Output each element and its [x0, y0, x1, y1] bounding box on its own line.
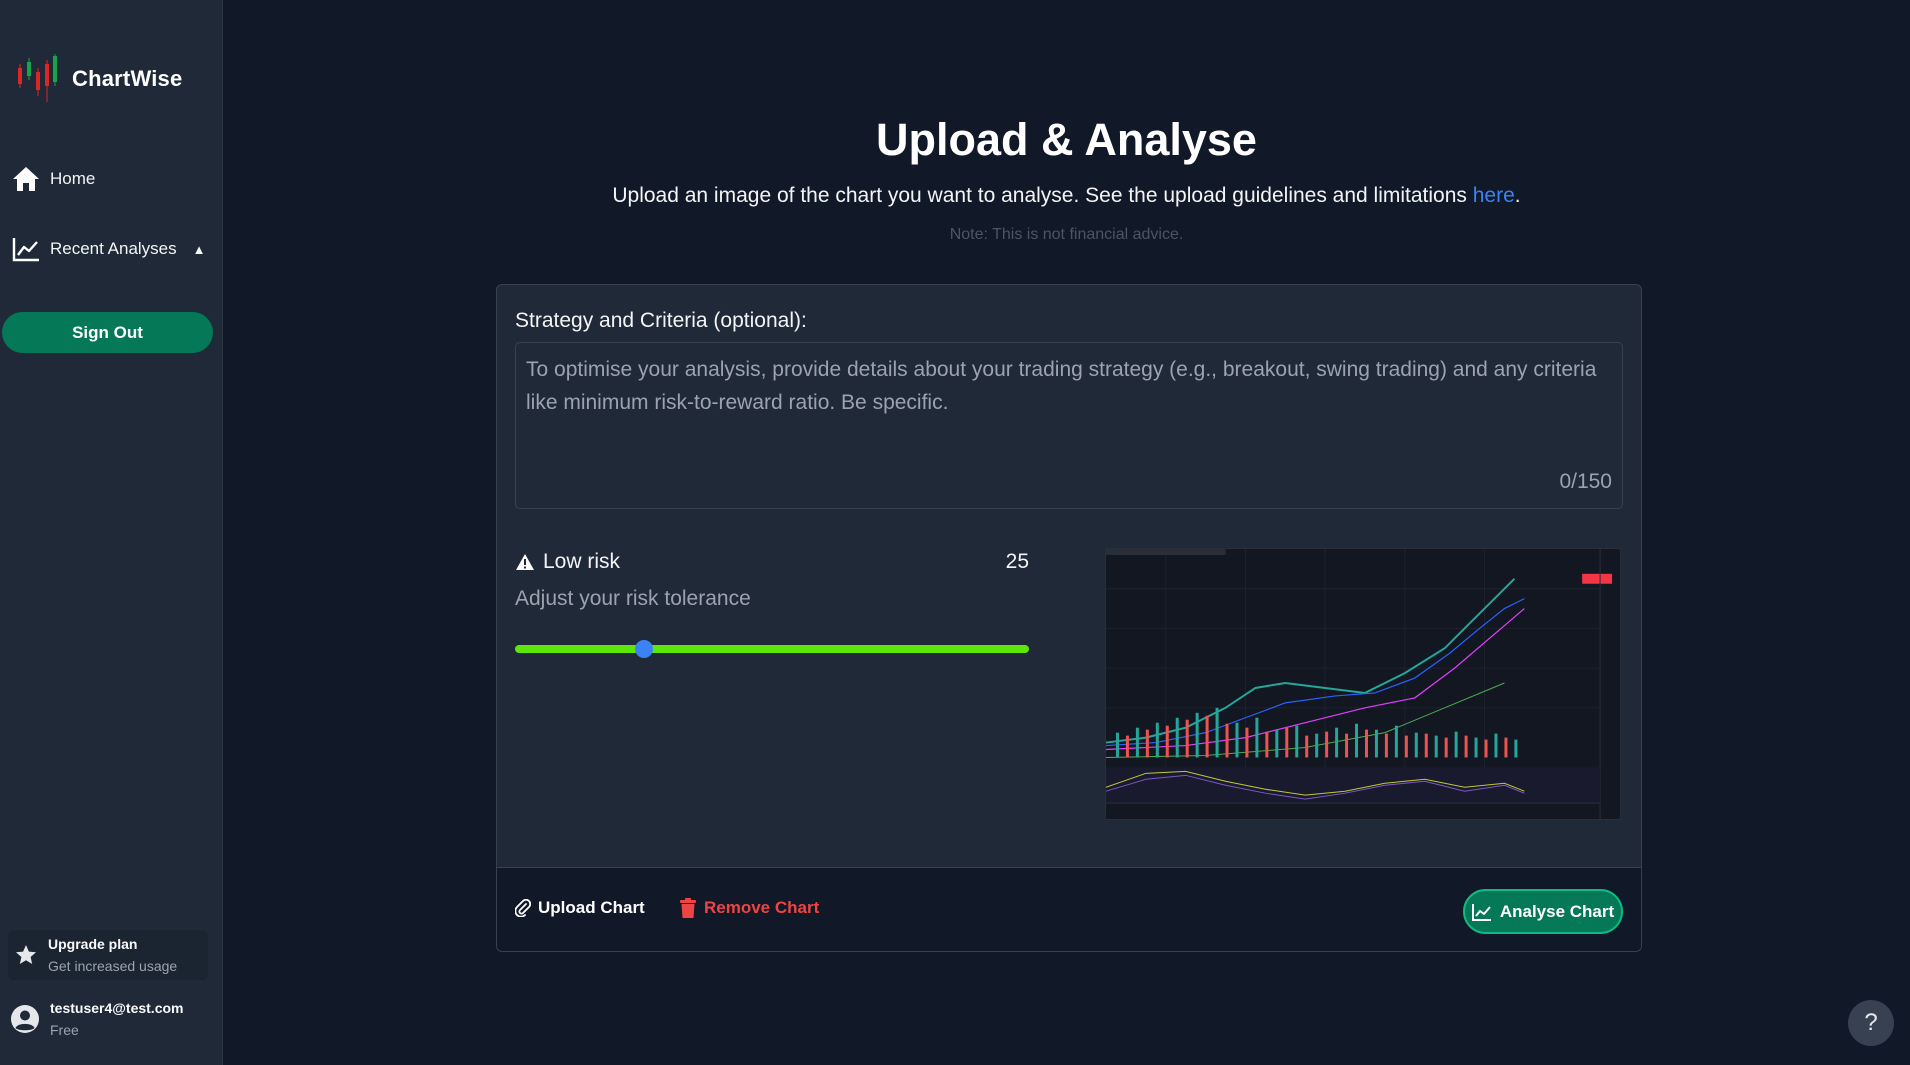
upload-chart-button[interactable]: Upload Chart	[515, 898, 645, 918]
chart-line-icon	[1471, 903, 1491, 921]
character-counter: 0/150	[1559, 470, 1612, 493]
user-account[interactable]: testuser4@test.com Free	[10, 1000, 183, 1038]
subtitle-end: .	[1514, 184, 1521, 207]
strategy-label: Strategy and Criteria (optional):	[515, 309, 807, 332]
card-footer: Upload Chart Remove Chart Analyse Chart	[497, 867, 1641, 951]
sidebar-item-home[interactable]: Home	[12, 166, 95, 192]
user-plan: Free	[50, 1022, 79, 1038]
remove-chart-button[interactable]: Remove Chart	[679, 898, 819, 918]
logo-icon	[18, 54, 57, 102]
sidebar-item-label: Recent Analyses	[50, 239, 177, 258]
analyse-chart-label: Analyse Chart	[1499, 901, 1615, 921]
chart-preview-image	[1105, 548, 1621, 820]
risk-slider-thumb[interactable]	[634, 640, 653, 658]
upgrade-text: Upgrade plan Get increased usage	[48, 936, 177, 974]
home-icon	[13, 167, 39, 191]
remove-chart-label: Remove Chart	[704, 898, 820, 917]
trash-icon	[680, 898, 696, 918]
user-text: testuser4@test.com Free	[50, 1000, 183, 1038]
sidebar-item-recent-analyses[interactable]: Recent Analyses ▲	[12, 236, 206, 262]
page-title: Upload & Analyse	[876, 114, 1257, 165]
strategy-field-wrapper: 0/150	[515, 342, 1623, 509]
upgrade-subtitle: Get increased usage	[48, 958, 178, 974]
sidebar: ChartWise Home Recent Analyses ▲ Sign Ou…	[0, 0, 223, 1065]
sidebar-item-label: Home	[50, 169, 96, 188]
page-subtitle: Upload an image of the chart you want to…	[223, 184, 1910, 208]
warning-icon	[516, 554, 534, 570]
risk-slider[interactable]	[515, 639, 1029, 659]
star-icon	[16, 945, 36, 964]
upgrade-plan[interactable]: Upgrade plan Get increased usage	[8, 930, 208, 980]
paperclip-icon	[515, 899, 531, 917]
upgrade-title: Upgrade plan	[48, 936, 138, 952]
analyse-chart-button[interactable]: Analyse Chart	[1463, 889, 1623, 934]
upload-chart-label: Upload Chart	[538, 898, 645, 917]
chart-line-icon	[12, 238, 39, 262]
caret-up-icon: ▲	[192, 241, 206, 257]
risk-value: 25	[1005, 550, 1029, 573]
risk-slider-track	[515, 645, 1029, 653]
guidelines-link[interactable]: here	[1472, 184, 1515, 207]
subtitle-text: Upload an image of the chart you want to…	[612, 184, 1473, 207]
risk-header: Low risk 25	[515, 550, 1029, 574]
disclaimer-note: Note: This is not financial advice.	[949, 226, 1184, 243]
risk-helper-text: Adjust your risk tolerance	[515, 587, 751, 610]
risk-label: Low risk	[543, 550, 621, 573]
brand[interactable]: ChartWise	[16, 54, 182, 104]
user-email: testuser4@test.com	[50, 1000, 184, 1016]
help-button[interactable]: ?	[1848, 1000, 1894, 1046]
strategy-textarea[interactable]	[516, 343, 1622, 508]
brand-name: ChartWise	[72, 66, 183, 91]
sign-out-button[interactable]: Sign Out	[2, 312, 213, 353]
upload-card: Strategy and Criteria (optional): 0/150 …	[496, 284, 1642, 952]
user-circle-icon	[11, 1005, 39, 1033]
